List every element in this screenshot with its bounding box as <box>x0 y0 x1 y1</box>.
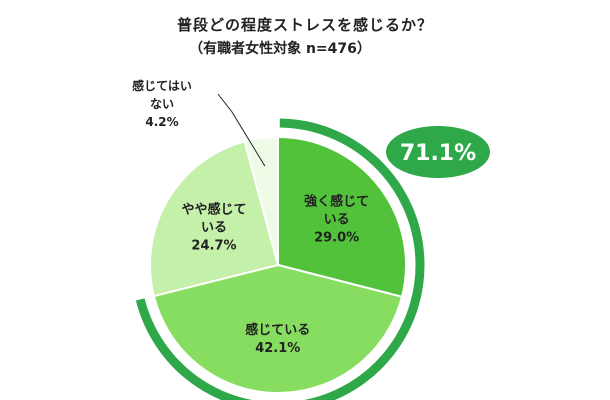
slice-value-1: 42.1% <box>255 341 300 356</box>
highlight-badge-text: 71.1% <box>400 141 476 166</box>
slice-label-2: やや感じて <box>181 201 246 217</box>
highlight-arc <box>135 118 425 400</box>
pie-slice-0 <box>277 135 407 299</box>
pie-slice-3 <box>243 135 279 266</box>
slice-value-0: 29.0% <box>314 230 359 245</box>
slice-label-1: 感じている <box>245 322 310 338</box>
highlight-badge <box>386 126 490 178</box>
slice-value-3: 4.2% <box>145 115 178 129</box>
slice-label-3: ない <box>150 97 174 111</box>
slice-label-0: 強く感じて <box>304 193 369 209</box>
leader-line <box>217 93 266 167</box>
slice-label-3: 感じてはい <box>132 78 192 93</box>
slice-label-2: いる <box>201 220 227 235</box>
slice-value-2: 24.7% <box>191 238 236 253</box>
chart-subtitle: （有職者女性対象 n=476） <box>189 41 371 57</box>
chart-title: 普段どの程度ストレスを感じるか？ <box>176 16 433 34</box>
pie-slice-1 <box>152 263 404 394</box>
pie-slice-2 <box>149 140 280 298</box>
slice-label-0: いる <box>324 212 350 227</box>
